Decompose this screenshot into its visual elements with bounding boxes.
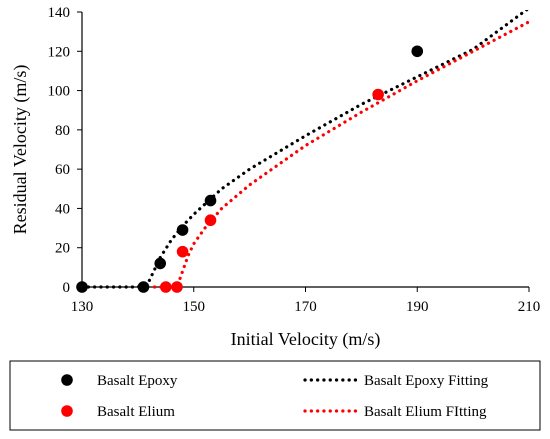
x-tick-label: 170: [294, 299, 317, 315]
x-tick-label: 150: [183, 299, 206, 315]
y-tick-label: 40: [55, 201, 70, 217]
data-point-basalt-epoxy: [411, 45, 424, 58]
x-axis-title: Initial Velocity (m/s): [231, 329, 381, 350]
legend-box: [9, 360, 541, 431]
y-tick-label: 0: [63, 280, 71, 296]
series: [76, 10, 531, 293]
legend-label-basalt-epoxy-fitting: Basalt Epoxy Fitting: [364, 373, 489, 389]
data-point-basalt-epoxy: [204, 194, 217, 207]
series-line-basalt-epoxy-fitting: [82, 10, 530, 289]
y-tick-label: 20: [55, 241, 70, 257]
y-tick-label: 120: [48, 44, 71, 60]
y-tick-label: 80: [55, 123, 70, 139]
data-point-basalt-epoxy: [176, 224, 189, 236]
data-point-basalt-epoxy: [154, 257, 167, 270]
legend-marker-basalt-elium: [61, 405, 73, 417]
data-point-basalt-elium: [160, 281, 172, 293]
y-tick-label: 60: [55, 162, 70, 178]
data-point-basalt-epoxy: [137, 281, 150, 293]
legend: Basalt Epoxy Basalt Elium Basalt Epoxy Fit…: [9, 360, 541, 431]
y-tick-label: 100: [48, 84, 71, 100]
data-point-basalt-elium: [204, 214, 217, 227]
legend-label-basalt-elium: Basalt Elium: [97, 404, 175, 420]
legend-label-basalt-epoxy: Basalt Epoxy: [97, 373, 178, 389]
data-point-basalt-elium: [171, 281, 183, 293]
axes: 130 150 170 190 210 0 20 40 60 80 100 120 140 Initial…: [10, 5, 540, 350]
legend-label-basalt-elium-fitting: Basalt Elium FItting: [364, 404, 487, 420]
data-point-basalt-elium: [372, 88, 384, 101]
series-line-basalt-elium-fitting: [153, 20, 531, 289]
x-tick-label: 130: [71, 299, 94, 315]
data-point-basalt-elium: [176, 245, 189, 258]
x-tick-label: 210: [518, 299, 541, 315]
y-axis-title: Residual Velocity (m/s): [10, 65, 31, 235]
x-tick-label: 190: [406, 299, 429, 315]
legend-marker-basalt-epoxy: [61, 374, 73, 386]
y-tick-label: 140: [48, 5, 71, 21]
data-point-basalt-epoxy: [76, 281, 88, 293]
